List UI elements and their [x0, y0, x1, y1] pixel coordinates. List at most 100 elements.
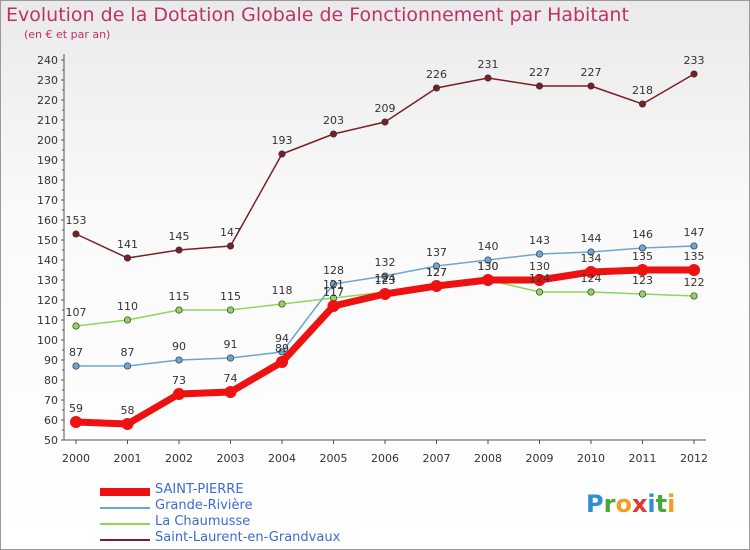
data-label: 121	[323, 278, 344, 291]
data-label: 203	[323, 114, 344, 127]
data-point	[432, 262, 441, 270]
data-label: 124	[529, 272, 550, 285]
x-tick-label: 2001	[114, 452, 142, 465]
logo-letter: i	[667, 490, 676, 518]
data-label: 130	[478, 260, 499, 273]
data-label: 123	[632, 274, 653, 287]
y-tick-label: 80	[44, 374, 58, 387]
logo-letter: i	[647, 490, 656, 518]
data-label: 87	[121, 346, 135, 359]
y-tick-label: 190	[37, 154, 58, 167]
series-grande-rivi-re	[72, 242, 698, 370]
x-tick-label: 2005	[320, 452, 348, 465]
data-point	[175, 246, 183, 254]
data-point	[587, 288, 595, 296]
data-point	[690, 292, 698, 300]
y-tick-label: 110	[37, 314, 58, 327]
logo-letter: x	[631, 490, 648, 518]
data-label: 122	[684, 276, 705, 289]
data-point	[224, 386, 237, 398]
data-point	[535, 250, 544, 258]
legend-swatch	[100, 523, 150, 525]
data-label: 130	[478, 260, 499, 273]
data-point	[430, 280, 443, 292]
y-tick-label: 90	[44, 354, 58, 367]
data-label: 115	[220, 290, 241, 303]
data-label: 144	[581, 232, 602, 245]
data-label: 128	[323, 264, 344, 277]
data-label: 231	[478, 58, 499, 71]
data-point	[278, 300, 286, 308]
data-point	[327, 300, 340, 312]
logo-letter: P	[586, 490, 604, 518]
chart-subtitle: (en € et par an)	[24, 28, 111, 41]
x-tick-label: 2012	[680, 452, 708, 465]
axes: 50 60 70 80 90 100 110 120 130 140 150 160 170 180 190…	[37, 54, 708, 465]
x-tick-label: 2003	[217, 452, 245, 465]
data-label: 107	[66, 306, 87, 319]
legend-label: Grande-Rivière	[155, 498, 253, 513]
data-point	[72, 362, 80, 370]
data-label: 89	[275, 342, 289, 355]
data-point	[175, 306, 183, 314]
data-label: 193	[272, 134, 293, 147]
y-tick-label: 150	[37, 234, 58, 247]
data-label: 147	[684, 226, 705, 239]
y-tick-label: 200	[37, 134, 58, 147]
data-point	[690, 70, 698, 78]
data-point	[226, 306, 235, 314]
y-tick-label: 130	[37, 274, 58, 287]
data-label: 94	[275, 332, 289, 345]
y-tick-label: 180	[37, 174, 58, 187]
data-label: 132	[375, 256, 396, 269]
data-point	[123, 316, 132, 324]
legend-label: La Chaumusse	[155, 514, 251, 529]
data-point	[123, 254, 132, 262]
proxiti-logo: Proxiti	[586, 490, 675, 518]
data-point	[482, 274, 494, 286]
x-tick-label: 2007	[423, 452, 451, 465]
data-label: 145	[169, 230, 190, 243]
logo-letter: o	[615, 490, 632, 518]
data-point	[638, 100, 647, 108]
x-tick-label: 2004	[268, 452, 296, 465]
data-point	[226, 354, 235, 362]
data-label: 130	[529, 260, 550, 273]
data-label: 153	[66, 214, 87, 227]
data-point	[535, 82, 544, 90]
data-label: 117	[323, 286, 344, 299]
data-label: 58	[121, 404, 135, 417]
data-label: 218	[632, 84, 653, 97]
y-tick-label: 140	[37, 254, 58, 267]
data-point	[484, 256, 492, 264]
data-label: 74	[224, 372, 238, 385]
data-point	[379, 288, 391, 300]
legend-swatch	[100, 488, 150, 496]
legend-label: SAINT-PIERRE	[155, 482, 244, 497]
data-label: 134	[581, 252, 602, 265]
series-saint-laurent-en-grandvaux	[72, 70, 698, 262]
data-label: 141	[117, 238, 138, 251]
logo-letter: r	[603, 490, 616, 518]
data-label: 147	[220, 226, 241, 239]
y-tick-label: 240	[37, 54, 58, 67]
data-label: 135	[632, 250, 653, 263]
data-point	[690, 242, 698, 250]
data-label: 127	[426, 266, 447, 279]
data-point	[70, 416, 82, 428]
y-tick-label: 230	[37, 74, 58, 87]
data-label: 140	[478, 240, 499, 253]
data-point	[585, 266, 597, 278]
data-point	[587, 248, 595, 256]
data-label: 87	[69, 346, 83, 359]
logo-letter: t	[655, 490, 668, 518]
data-point	[484, 74, 492, 82]
data-point	[432, 84, 441, 92]
data-point	[587, 82, 595, 90]
data-label: 227	[529, 66, 550, 79]
x-tick-label: 2009	[526, 452, 554, 465]
data-point	[175, 356, 183, 364]
y-tick-label: 220	[37, 94, 58, 107]
